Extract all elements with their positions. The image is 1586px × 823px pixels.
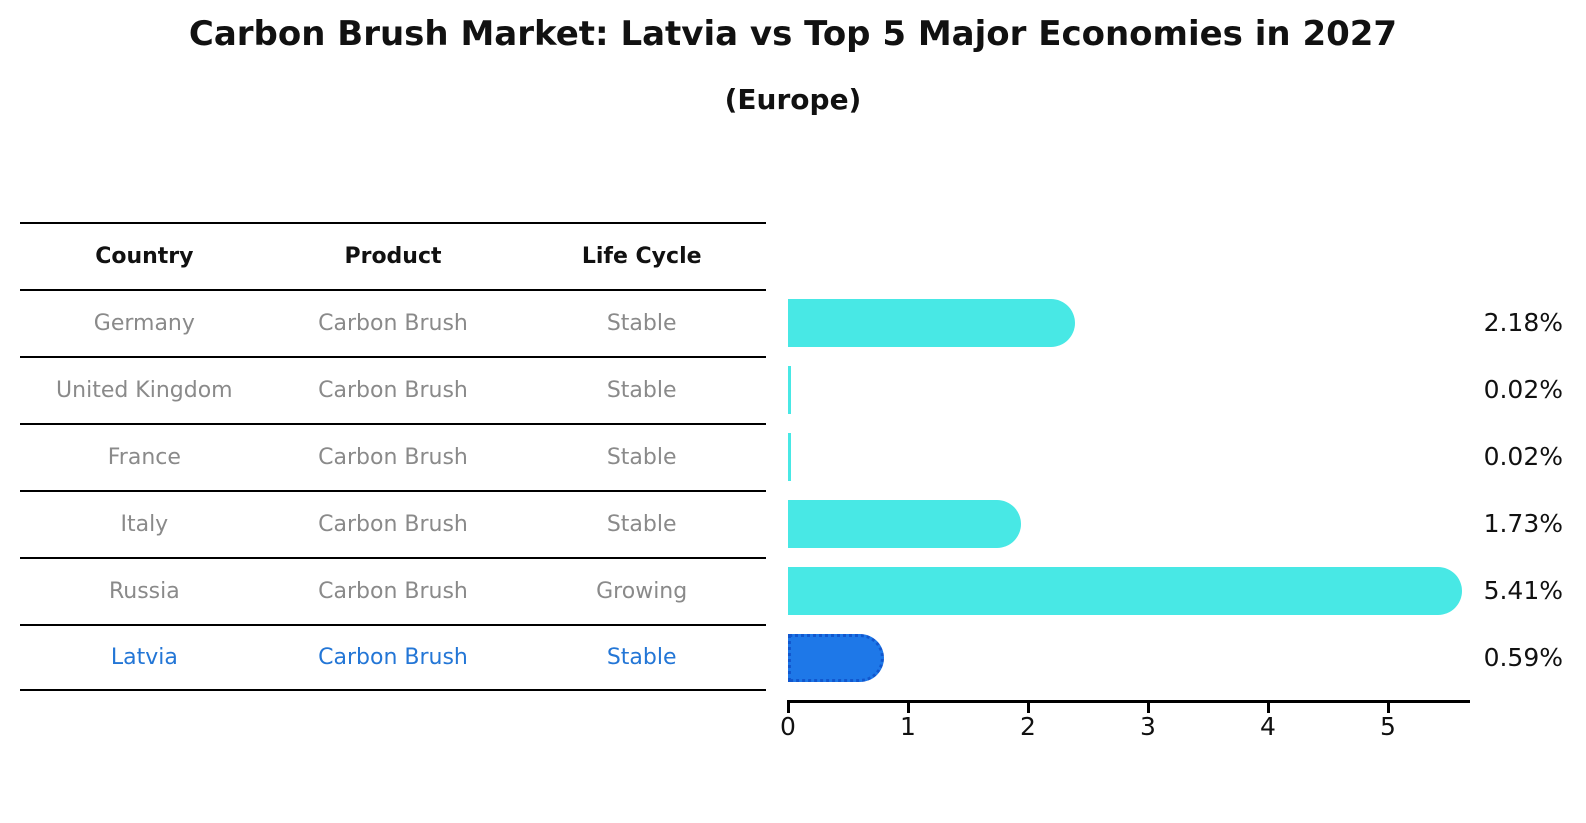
bar-value-label: 0.02% (1483, 442, 1563, 471)
bar-russia (788, 567, 1463, 615)
bar-france (788, 433, 791, 481)
table-cell-country: Russia (108, 579, 180, 604)
table-row-russia: Russia Carbon Brush Growing (20, 557, 766, 624)
x-tick-label: 2 (1020, 712, 1036, 741)
bar-value-label: 0.02% (1483, 375, 1563, 404)
table-cell-product: Carbon Brush (318, 445, 468, 470)
table-row-france: France Carbon Brush Stable (20, 423, 766, 490)
table-row-latvia: Latvia Carbon Brush Stable (20, 624, 766, 691)
table-cell-country: France (107, 445, 181, 470)
table-row-germany: Germany Carbon Brush Stable (20, 289, 766, 356)
bar-latvia (788, 634, 884, 682)
table-cell-life_cycle: Stable (606, 378, 677, 403)
table-cell-product: Carbon Brush (318, 512, 468, 537)
table-cell-life_cycle: Growing (596, 579, 688, 604)
x-tick-label: 5 (1380, 712, 1396, 741)
table-header-product: Product (344, 244, 442, 269)
table-cell-product: Carbon Brush (318, 378, 468, 403)
bar-united-kingdom (788, 366, 791, 414)
bar-germany (788, 299, 1075, 347)
table-cell-product: Carbon Brush (318, 311, 468, 336)
x-tick (1027, 703, 1030, 713)
table-cell-product: Carbon Brush (318, 645, 468, 670)
x-tick (1267, 703, 1270, 713)
table-row-italy: Italy Carbon Brush Stable (20, 490, 766, 557)
x-tick (907, 703, 910, 713)
bar-value-label: 1.73% (1483, 509, 1563, 538)
table-header-life_cycle: Life Cycle (581, 244, 702, 269)
x-tick-label: 1 (900, 712, 916, 741)
table-cell-country: Germany (93, 311, 195, 336)
chart-subtitle: (Europe) (724, 83, 862, 116)
table-cell-country: United Kingdom (56, 378, 233, 403)
x-tick-label: 3 (1140, 712, 1156, 741)
x-tick (787, 703, 790, 713)
table-cell-country: Italy (120, 512, 169, 537)
bar-value-label: 0.59% (1483, 643, 1563, 672)
table-cell-country: Latvia (110, 645, 178, 670)
x-tick (1147, 703, 1150, 713)
table-cell-product: Carbon Brush (318, 579, 468, 604)
table-cell-life_cycle: Stable (606, 445, 677, 470)
country-table: Country Product Life Cycle Germany Carbon Br… (20, 222, 766, 691)
table-cell-life_cycle: Stable (606, 512, 677, 537)
table-row-united-kingdom: United Kingdom Carbon Brush Stable (20, 356, 766, 423)
bar-value-label: 2.18% (1483, 308, 1563, 337)
table-cell-life_cycle: Stable (606, 311, 677, 336)
table-header-country: Country (95, 244, 194, 269)
x-tick (1387, 703, 1390, 713)
bar-value-label: 5.41% (1483, 576, 1563, 605)
bar-italy (788, 500, 1021, 548)
x-tick-label: 0 (780, 712, 796, 741)
table-cell-life_cycle: Stable (606, 645, 677, 670)
x-tick-label: 4 (1260, 712, 1276, 741)
chart-title: Carbon Brush Market: Latvia vs Top 5 Maj… (188, 14, 1398, 54)
x-axis (787, 700, 1470, 703)
table-header-row: Country Product Life Cycle (20, 222, 766, 289)
